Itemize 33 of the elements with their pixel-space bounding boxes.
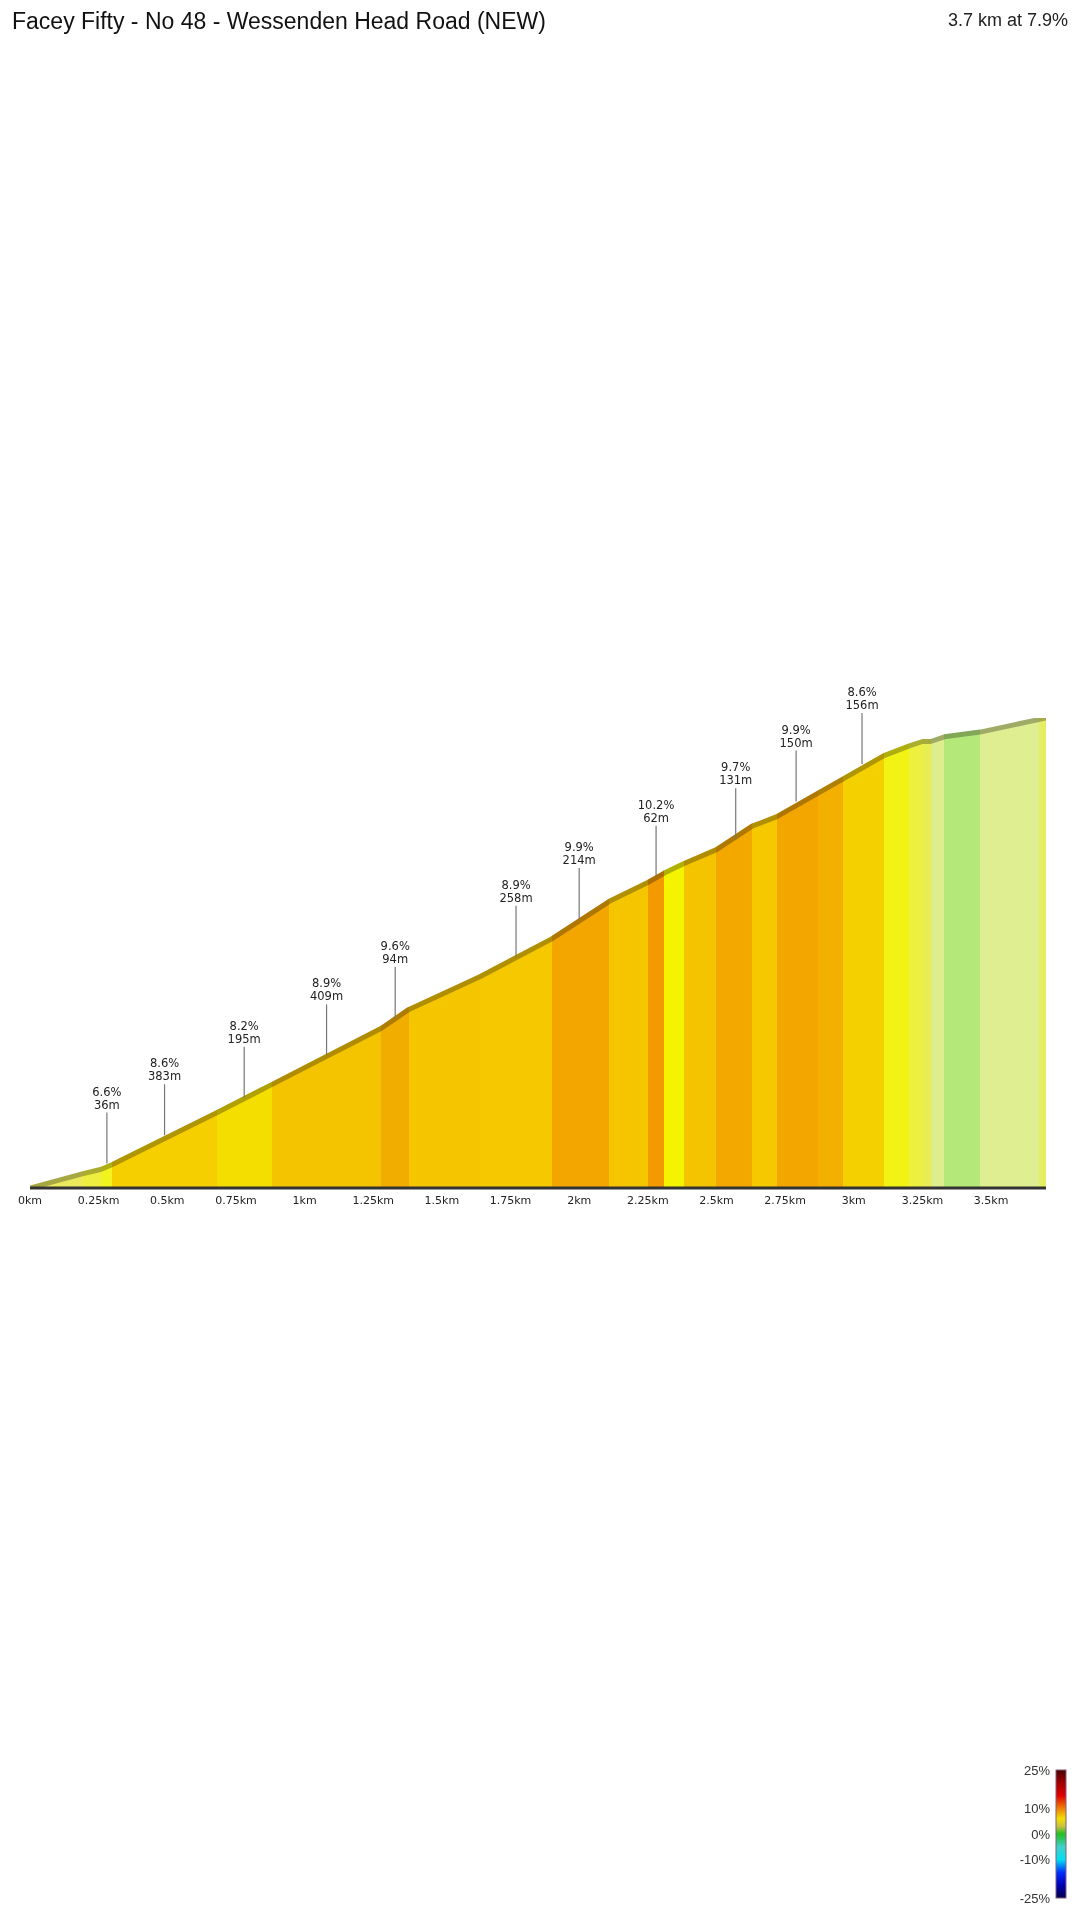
color-bar-label: -25% xyxy=(1019,1890,1051,1906)
x-tick-label: 2.25km xyxy=(627,1193,669,1207)
x-tick-label: 3.25km xyxy=(901,1193,944,1207)
x-tick-label: 0km xyxy=(17,1193,43,1207)
color-bar-label: 25% xyxy=(1023,1762,1051,1778)
x-tick-label: 1.5km xyxy=(424,1193,460,1207)
annotation: 8.9% 258m xyxy=(499,877,533,905)
annotation: 10.2% 62m xyxy=(637,797,675,825)
annotation: 9.9% 150m xyxy=(779,722,813,750)
color-bar-label: -10% xyxy=(1019,1852,1051,1868)
color-bar-label: 10% xyxy=(1023,1800,1051,1816)
chart-subtitle: 3.7 km at 7.9% xyxy=(947,10,1068,31)
annotation: 8.9% 409m xyxy=(309,976,344,1004)
x-tick-label: 3.5km xyxy=(973,1193,1009,1207)
color-bar-label: 0% xyxy=(1031,1826,1051,1842)
x-tick-label: 3km xyxy=(841,1193,866,1207)
annotation: 8.6% 156m xyxy=(845,685,879,712)
annotation: 8.2% 195m xyxy=(227,1018,261,1046)
annotation: 6.6% 36m xyxy=(92,1084,122,1112)
x-tick-label: 1km xyxy=(292,1193,317,1207)
chart-title: Facey Fifty - No 48 - Wessenden Head Road (NEW) xyxy=(12,8,546,35)
annotation: 8.6% 383m xyxy=(147,1056,182,1084)
annotation: 9.7% 131m xyxy=(719,760,753,788)
x-tick-label: 2.75km xyxy=(764,1193,806,1207)
x-tick-label: 0.5km xyxy=(150,1193,185,1207)
x-tick-label: 0.75km xyxy=(215,1193,257,1207)
annotation: 9.9% 214m xyxy=(562,840,596,868)
x-tick-label: 1.25km xyxy=(352,1193,395,1207)
x-tick-label: 2.5km xyxy=(699,1193,734,1207)
x-tick-label: 0.25km xyxy=(77,1193,120,1207)
x-tick-label: 1.75km xyxy=(489,1193,532,1207)
x-tick-label: 2km xyxy=(567,1193,592,1207)
annotation: 9.6% 94m xyxy=(380,938,410,966)
